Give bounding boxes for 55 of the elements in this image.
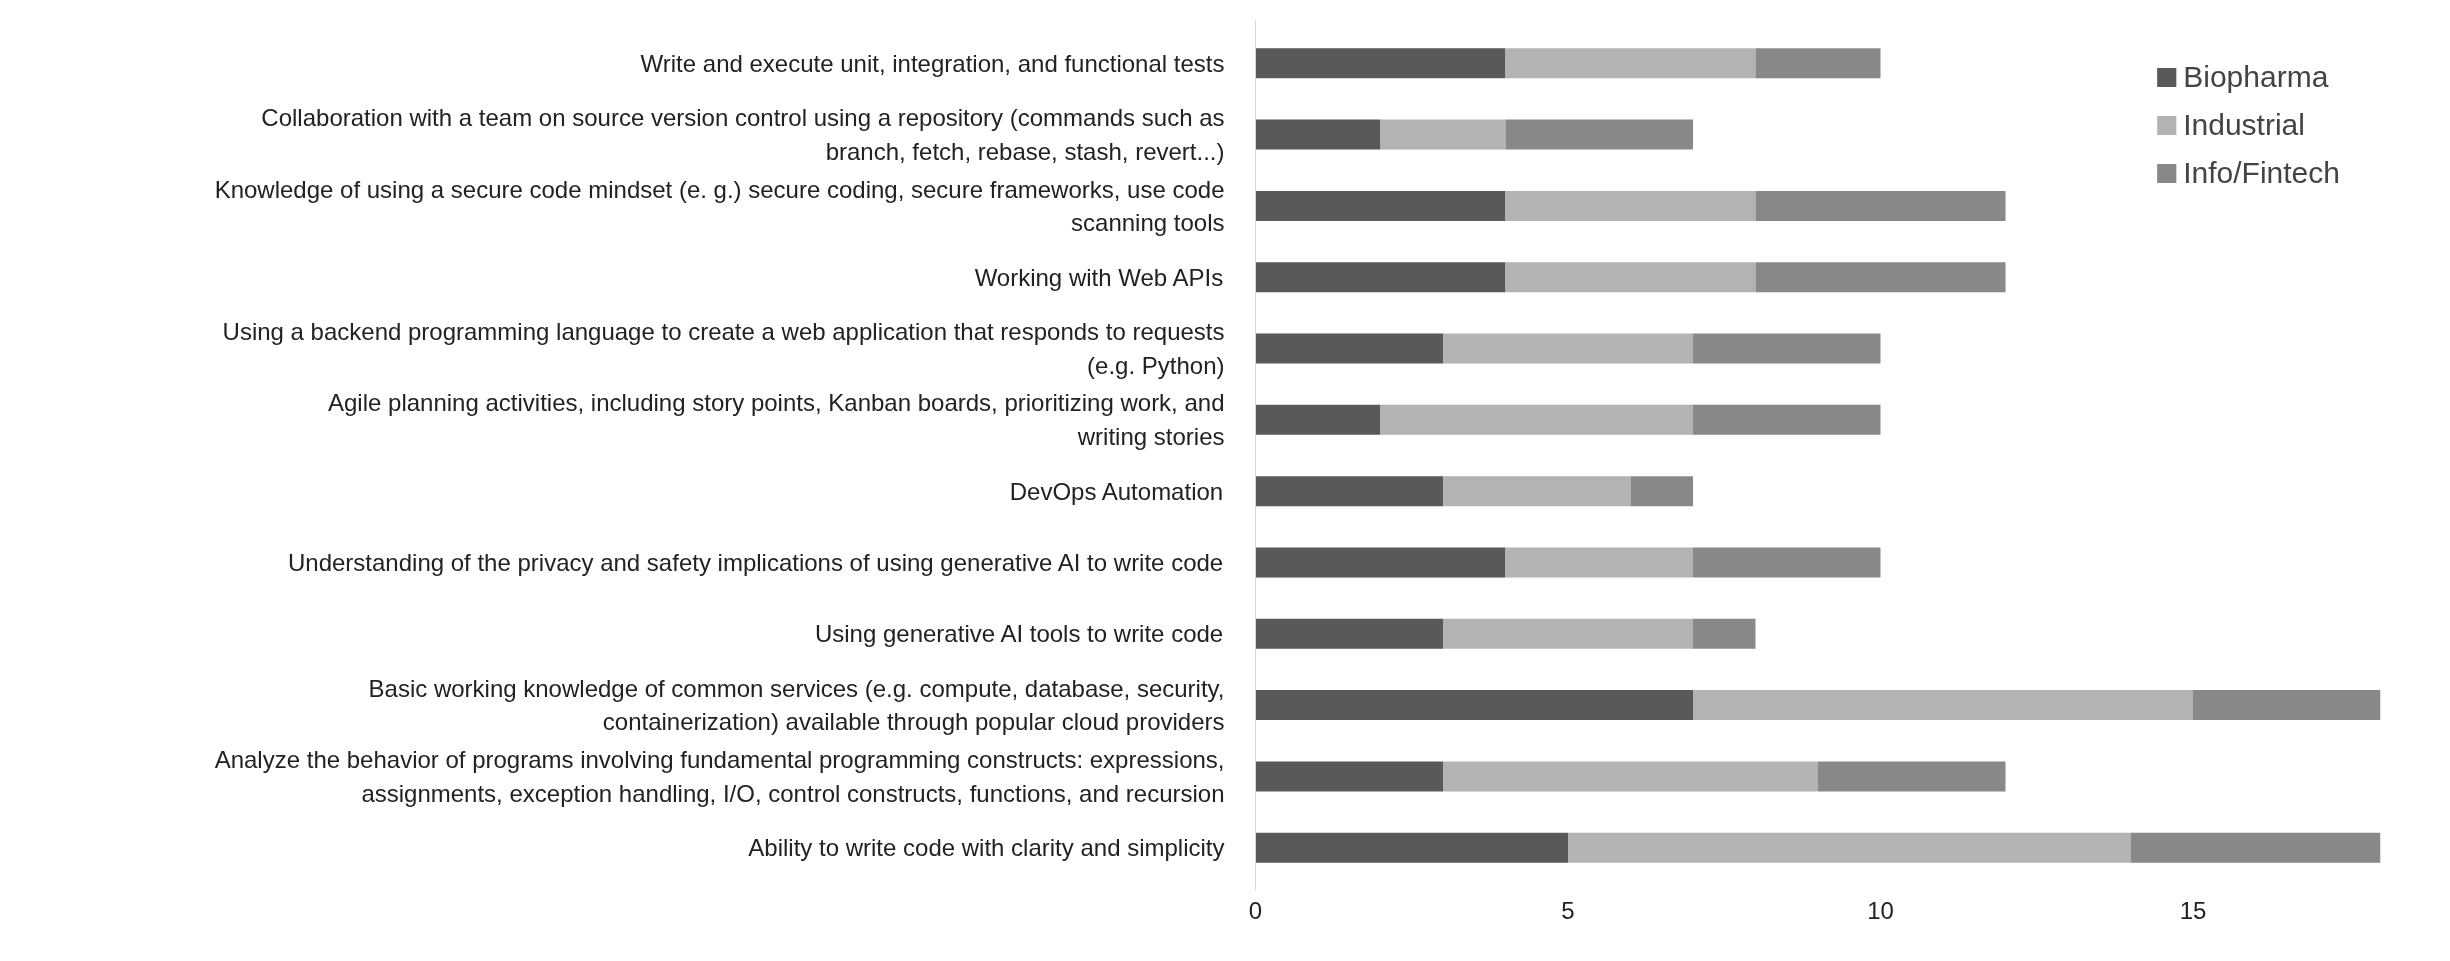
x-tick-label: 5 bbox=[1561, 896, 1575, 924]
bar bbox=[1693, 690, 2193, 721]
y-tick-label: Collaboration with a team on source version control using a repository (commands such as branch, fetch, rebase, stash, revert...) bbox=[261, 104, 1225, 165]
bar bbox=[1255, 404, 1381, 435]
bar bbox=[1693, 618, 1756, 649]
bar bbox=[1255, 761, 1443, 792]
y-tick-label: Working with Web APIs bbox=[974, 263, 1224, 291]
x-tick-label: 10 bbox=[1867, 896, 1894, 924]
y-tick-label: Basic working knowledge of common services (e.g. compute, database, security, containerization) available through popular cloud providers bbox=[368, 674, 1225, 736]
bar bbox=[1255, 190, 1506, 221]
bar bbox=[1505, 547, 1693, 578]
y-tick-label: Analyze the behavior of programs involving fundamental programming constructs: expressions, assignments, exception handling, I/O, control constructs, functions, and recursion bbox=[214, 746, 1225, 807]
bar bbox=[1255, 547, 1506, 578]
x-tick-label: 0 bbox=[1248, 896, 1263, 924]
y-tick-label: Write and execute unit, integration, and functional tests bbox=[640, 49, 1225, 77]
bar bbox=[1568, 832, 2131, 863]
y-tick-label: Using generative AI tools to write code bbox=[814, 620, 1224, 648]
bar bbox=[1255, 119, 1381, 150]
bar bbox=[1443, 761, 1818, 792]
bar bbox=[1255, 832, 1568, 863]
legend-label: Industrial bbox=[2183, 108, 2305, 142]
bar bbox=[1818, 761, 2006, 792]
y-tick-label: DevOps Automation bbox=[1009, 477, 1224, 505]
bar bbox=[1505, 262, 1756, 293]
y-tick-label: Ability to write code with clarity and simplicity bbox=[748, 834, 1225, 862]
bar bbox=[1255, 690, 1693, 721]
bar bbox=[1505, 48, 1756, 79]
bar bbox=[1693, 333, 1881, 364]
bar bbox=[1693, 404, 1881, 435]
y-tick-label: Understanding of the privacy and safety implications of using generative AI to write code bbox=[287, 548, 1224, 576]
y-tick-label: Knowledge of using a secure code mindset (e. g.) secure coding, secure frameworks, use code scanning tools bbox=[214, 175, 1225, 237]
legend-label: Biopharma bbox=[2183, 60, 2329, 94]
bar bbox=[1505, 119, 1693, 150]
bar bbox=[1255, 618, 1443, 649]
bar bbox=[1693, 547, 1881, 578]
bar bbox=[1755, 48, 1881, 79]
bar bbox=[1505, 190, 1756, 221]
bar bbox=[2130, 832, 2381, 863]
y-tick-label: Agile planning activities, including story points, Kanban boards, prioritizing work, and writing stories bbox=[328, 389, 1225, 451]
bar bbox=[2193, 690, 2381, 721]
y-tick-label: Using a backend programming language to create a web application that responds to requests (e.g. Python) bbox=[222, 318, 1225, 379]
bar bbox=[1255, 476, 1443, 507]
bar bbox=[1255, 262, 1506, 293]
bar bbox=[1443, 333, 1693, 364]
bar bbox=[1443, 476, 1631, 507]
bar bbox=[1255, 333, 1443, 364]
bar bbox=[1630, 476, 1693, 507]
legend-label: Info/Fintech bbox=[2183, 156, 2340, 190]
x-tick-label: 15 bbox=[2179, 896, 2207, 924]
bar bbox=[1755, 262, 2006, 293]
bar bbox=[1443, 618, 1693, 649]
bar bbox=[1255, 48, 1506, 79]
bar bbox=[1380, 119, 1506, 150]
bar bbox=[1755, 190, 2006, 221]
bar bbox=[1380, 404, 1693, 435]
